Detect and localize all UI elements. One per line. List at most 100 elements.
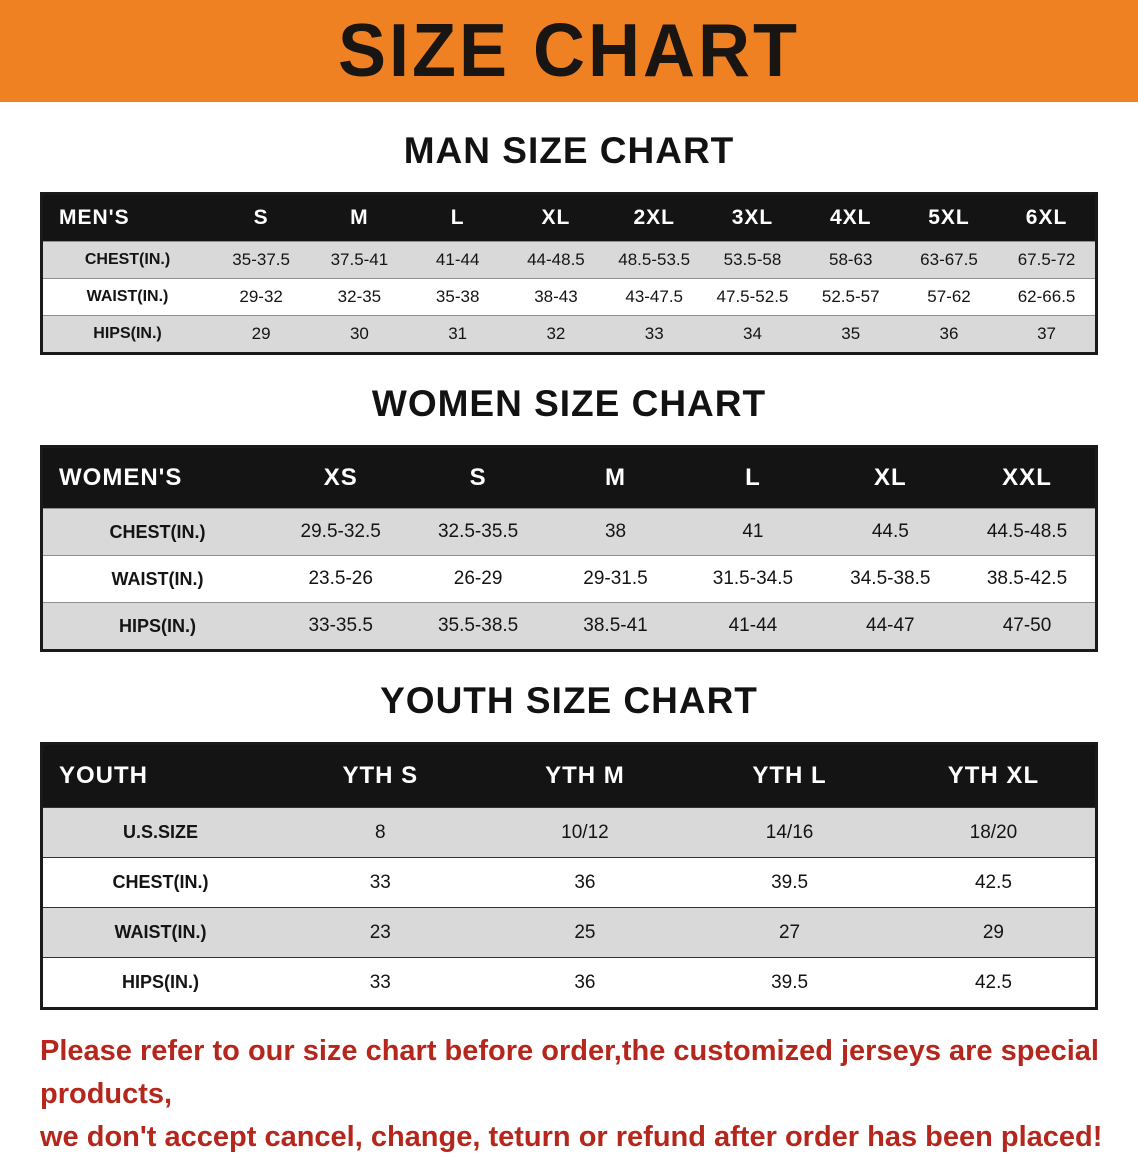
disclaimer-line-1: Please refer to our size chart before or… <box>40 1035 1099 1110</box>
header-row: YOUTH YTH S YTH M YTH L YTH XL <box>41 743 1097 808</box>
table-row: HIPS(IN.) 33-35.5 35.5-38.5 38.5-41 41-44 44-… <box>41 602 1097 651</box>
table-cell: 47-50 <box>959 602 1097 651</box>
table-cell: 38.5-42.5 <box>959 555 1097 603</box>
table-cell: 44.5 <box>821 508 960 556</box>
row-label: WAIST(IN.) <box>41 278 212 316</box>
table-cell: 34 <box>703 315 802 354</box>
table-cell: 37.5-41 <box>310 241 409 279</box>
table-cell: 38 <box>546 508 685 556</box>
table-cell: 36 <box>899 315 999 354</box>
column-header: L <box>684 446 822 509</box>
table-cell: 29-31.5 <box>546 555 685 603</box>
column-header: YTH XL <box>891 743 1097 808</box>
column-header: XL <box>506 193 606 242</box>
table-cell: 33 <box>278 957 483 1009</box>
column-header: L <box>408 193 507 242</box>
youth-section-heading: YOUTH SIZE CHART <box>380 680 758 721</box>
table-cell: 35.5-38.5 <box>409 602 547 651</box>
table-title-cell: YOUTH <box>41 743 278 808</box>
table-cell: 57-62 <box>899 278 999 316</box>
table-row: CHEST(IN.) 35-37.5 37.5-41 41-44 44-48.5 48.5… <box>41 241 1097 279</box>
table-cell: 27 <box>687 907 892 958</box>
column-header: XL <box>821 446 960 509</box>
column-header: YTH M <box>482 743 688 808</box>
table-row: WAIST(IN.) 23 25 27 29 <box>41 907 1097 958</box>
table-cell: 33 <box>605 315 704 354</box>
table-cell: 52.5-57 <box>801 278 900 316</box>
row-label: WAIST(IN.) <box>41 555 272 603</box>
row-label: CHEST(IN.) <box>41 857 278 908</box>
youth-size-section: YOUTH SIZE CHART YOUTH YTH S YTH M YTH L YTH… <box>0 680 1138 1010</box>
table-cell: 29 <box>891 907 1097 958</box>
table-row: CHEST(IN.) 33 36 39.5 42.5 <box>41 857 1097 908</box>
table-cell: 44.5-48.5 <box>959 508 1097 556</box>
table-cell: 42.5 <box>891 857 1097 908</box>
column-header: S <box>409 446 547 509</box>
row-label: CHEST(IN.) <box>41 241 212 279</box>
column-header: 2XL <box>605 193 704 242</box>
youth-size-table: YOUTH YTH S YTH M YTH L YTH XL U.S.SIZE 8 10/12… <box>40 742 1098 1010</box>
table-cell: 39.5 <box>687 957 892 1009</box>
table-cell: 41-44 <box>408 241 507 279</box>
table-cell: 42.5 <box>891 957 1097 1009</box>
table-cell: 41-44 <box>684 602 822 651</box>
table-cell: 18/20 <box>891 807 1097 858</box>
women-size-section: WOMEN SIZE CHART WOMEN'S XS S M L XL XXL CHEST(… <box>0 383 1138 652</box>
table-cell: 32-35 <box>310 278 409 316</box>
column-header: 5XL <box>899 193 999 242</box>
table-row: HIPS(IN.) 33 36 39.5 42.5 <box>41 957 1097 1009</box>
table-cell: 32.5-35.5 <box>409 508 547 556</box>
table-cell: 47.5-52.5 <box>703 278 802 316</box>
table-cell: 29 <box>212 315 311 354</box>
column-header: YTH L <box>687 743 892 808</box>
table-cell: 33 <box>278 857 483 908</box>
table-cell: 32 <box>506 315 606 354</box>
table-cell: 35-37.5 <box>212 241 311 279</box>
table-cell: 25 <box>482 907 688 958</box>
disclaimer-text: Please refer to our size chart before or… <box>40 1030 1138 1159</box>
women-section-heading: WOMEN SIZE CHART <box>371 383 767 424</box>
table-cell: 31 <box>408 315 507 354</box>
table-cell: 38.5-41 <box>546 602 685 651</box>
row-label: HIPS(IN.) <box>41 957 278 1009</box>
row-label: CHEST(IN.) <box>41 508 272 556</box>
column-header: XS <box>272 446 410 509</box>
table-cell: 36 <box>482 957 688 1009</box>
women-size-table: WOMEN'S XS S M L XL XXL CHEST(IN.) 29.5-32.5 32.5… <box>40 445 1098 652</box>
table-cell: 29-32 <box>212 278 311 316</box>
table-cell: 44-48.5 <box>506 241 606 279</box>
table-cell: 14/16 <box>687 807 892 858</box>
header-row: WOMEN'S XS S M L XL XXL <box>41 446 1097 509</box>
table-cell: 31.5-34.5 <box>684 555 822 603</box>
table-row: WAIST(IN.) 29-32 32-35 35-38 38-43 43-47.5 47.… <box>41 278 1097 316</box>
table-cell: 23.5-26 <box>272 555 410 603</box>
row-label: HIPS(IN.) <box>41 602 272 651</box>
column-header: XXL <box>959 446 1097 509</box>
table-cell: 38-43 <box>506 278 606 316</box>
row-label: HIPS(IN.) <box>41 315 212 354</box>
table-cell: 34.5-38.5 <box>821 555 960 603</box>
table-cell: 44-47 <box>821 602 960 651</box>
men-size-table: MEN'S S M L XL 2XL 3XL 4XL 5XL 6XL CHEST(IN.) 35-37… <box>40 192 1098 355</box>
table-cell: 23 <box>278 907 483 958</box>
header-row: MEN'S S M L XL 2XL 3XL 4XL 5XL 6XL <box>41 193 1097 242</box>
row-label: WAIST(IN.) <box>41 907 278 958</box>
table-cell: 58-63 <box>801 241 900 279</box>
size-chart-banner: SIZE CHART <box>0 0 1138 102</box>
table-cell: 39.5 <box>687 857 892 908</box>
table-cell: 63-67.5 <box>899 241 999 279</box>
table-cell: 36 <box>482 857 688 908</box>
column-header: M <box>310 193 409 242</box>
table-cell: 43-47.5 <box>605 278 704 316</box>
row-label: U.S.SIZE <box>41 807 278 858</box>
banner-title: SIZE CHART <box>338 9 800 94</box>
table-cell: 53.5-58 <box>703 241 802 279</box>
table-cell: 29.5-32.5 <box>272 508 410 556</box>
table-cell: 30 <box>310 315 409 354</box>
table-row: HIPS(IN.) 29 30 31 32 33 34 35 36 37 <box>41 315 1097 354</box>
table-cell: 8 <box>278 807 483 858</box>
table-cell: 41 <box>684 508 822 556</box>
table-title-cell: WOMEN'S <box>41 446 272 509</box>
column-header: M <box>546 446 685 509</box>
disclaimer-line-2: we don't accept cancel, change, teturn o… <box>40 1120 1103 1153</box>
